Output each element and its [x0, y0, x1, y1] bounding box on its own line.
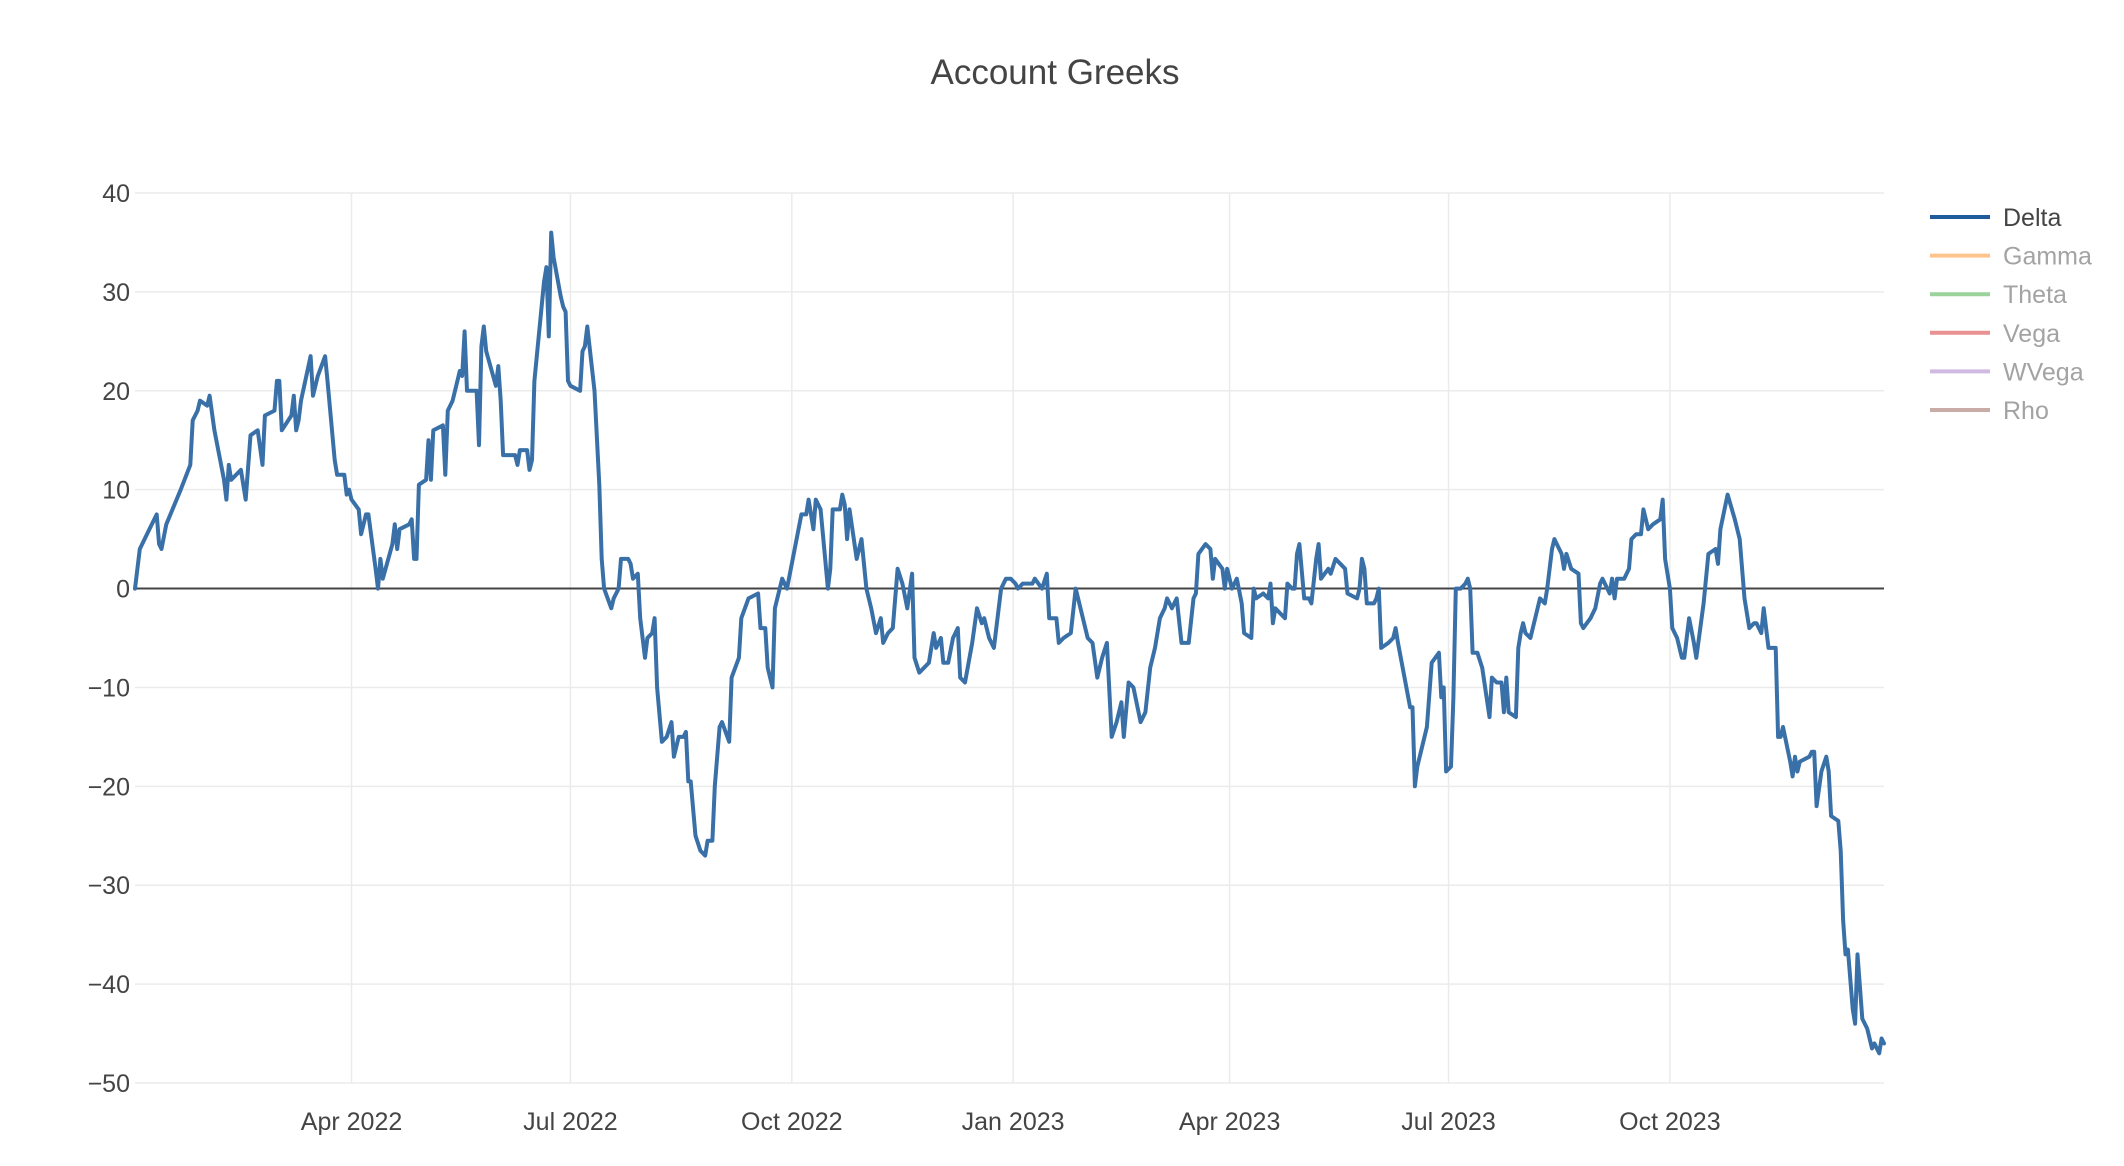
- y-tick-label: −50: [88, 1070, 130, 1098]
- y-axis: 40 30 20 10 0 −10 −20 −30 −40 −50: [88, 180, 130, 1098]
- x-tick-label: Jan 2023: [962, 1108, 1065, 1136]
- x-tick-label: Apr 2022: [301, 1108, 402, 1136]
- legend-label: Rho: [2003, 397, 2049, 425]
- x-tick-label: Oct 2023: [1619, 1108, 1720, 1136]
- legend-item-gamma[interactable]: Gamma: [1930, 243, 2092, 271]
- y-tick-label: 20: [102, 378, 130, 406]
- chart-title: Account Greeks: [931, 53, 1180, 92]
- legend-item-wvega[interactable]: WVega: [1930, 358, 2084, 386]
- legend-item-vega[interactable]: Vega: [1930, 320, 2060, 348]
- y-tick-label: −30: [88, 872, 130, 900]
- y-tick-label: −20: [88, 773, 130, 801]
- legend-item-theta[interactable]: Theta: [1930, 281, 2067, 309]
- legend-label: Gamma: [2003, 243, 2092, 271]
- x-tick-label: Jul 2022: [523, 1108, 618, 1136]
- legend-label: Delta: [2003, 204, 2061, 232]
- series-layer[interactable]: [133, 230, 1886, 1056]
- legend-item-rho[interactable]: Rho: [1930, 397, 2049, 425]
- y-tick-label: −10: [88, 674, 130, 702]
- legend-item-delta[interactable]: Delta: [1930, 204, 2061, 232]
- x-axis: Apr 2022 Jul 2022 Oct 2022 Jan 2023 Apr 2023…: [301, 1108, 1721, 1136]
- y-tick-label: −40: [88, 971, 130, 999]
- x-tick-label: Jul 2023: [1401, 1108, 1496, 1136]
- y-tick-label: 10: [102, 477, 130, 505]
- legend-label: WVega: [2003, 358, 2084, 386]
- x-tick-label: Apr 2023: [1179, 1108, 1280, 1136]
- legend[interactable]: Delta Gamma Theta Vega WVega Rho: [1930, 204, 2092, 425]
- y-tick-label: 0: [116, 576, 130, 604]
- x-tick-label: Oct 2022: [741, 1108, 842, 1136]
- series-line-delta[interactable]: [133, 230, 1886, 1056]
- legend-label: Vega: [2003, 320, 2060, 348]
- y-tick-label: 40: [102, 180, 130, 208]
- legend-label: Theta: [2003, 281, 2067, 309]
- y-tick-label: 30: [102, 279, 130, 307]
- grid-lines: [135, 192, 1884, 1084]
